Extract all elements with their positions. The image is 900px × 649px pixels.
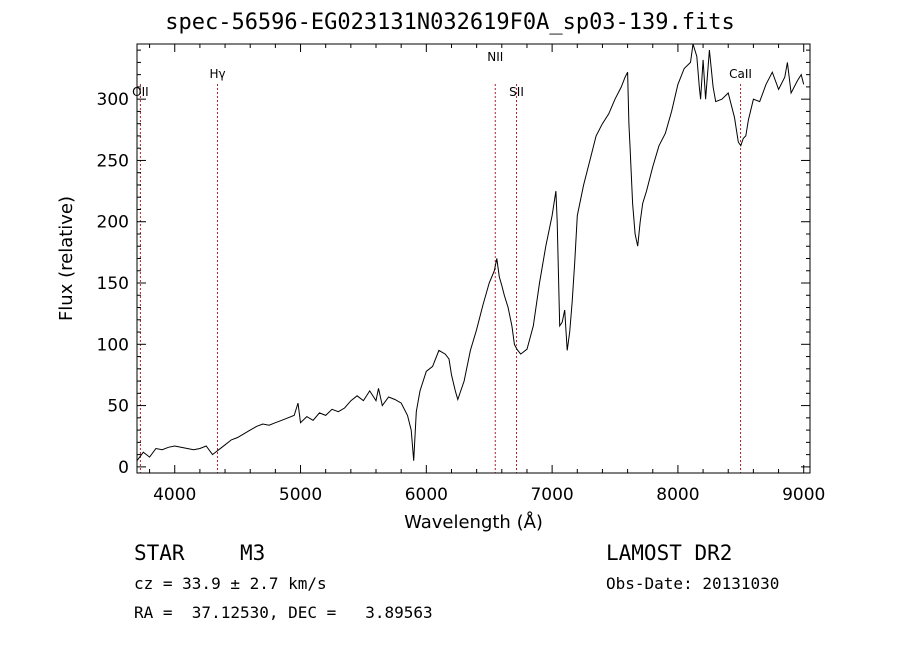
axis-ticks: 4000 5000 6000 7000 8000 9000 0 50 100 150 200 250 3… xyxy=(97,44,825,505)
x-tick-label: 4000 xyxy=(153,485,196,505)
object-subclass: M3 xyxy=(240,541,266,565)
y-tick-label: 0 xyxy=(118,458,129,478)
y-tick-label: 250 xyxy=(97,151,129,171)
y-tick-label: 150 xyxy=(97,274,129,294)
spectral-line-markers: OII Hγ NII SII CaII xyxy=(132,50,752,473)
y-tick-label: 50 xyxy=(107,397,129,417)
y-axis-label: Flux (relative) xyxy=(56,196,77,321)
line-label: SII xyxy=(509,85,524,99)
x-tick-label: 9000 xyxy=(782,485,825,505)
x-tick-label: 5000 xyxy=(279,485,322,505)
y-tick-label: 100 xyxy=(97,335,129,355)
x-tick-label: 6000 xyxy=(405,485,448,505)
survey-name: LAMOST DR2 xyxy=(606,541,733,565)
obs-date: Obs-Date: 20131030 xyxy=(606,574,780,593)
x-tick-label: 8000 xyxy=(656,485,699,505)
line-label: CaII xyxy=(729,67,752,81)
x-axis-label: Wavelength (Å) xyxy=(404,511,543,533)
chart-title: spec-56596-EG023131N032619F0A_sp03-139.f… xyxy=(165,10,735,35)
y-tick-label: 200 xyxy=(97,213,129,233)
redshift-cz: cz = 33.9 ± 2.7 km/s xyxy=(134,574,327,593)
flux-series-line xyxy=(136,43,805,461)
object-class: STAR xyxy=(134,541,185,565)
y-tick-label: 300 xyxy=(97,90,129,110)
line-label: Hγ xyxy=(209,67,225,81)
ra-dec: RA = 37.12530, DEC = 3.89563 xyxy=(134,603,433,622)
line-label: NII xyxy=(487,50,503,64)
x-tick-label: 7000 xyxy=(530,485,573,505)
line-label: OII xyxy=(132,85,149,99)
plot-frame xyxy=(136,43,811,474)
